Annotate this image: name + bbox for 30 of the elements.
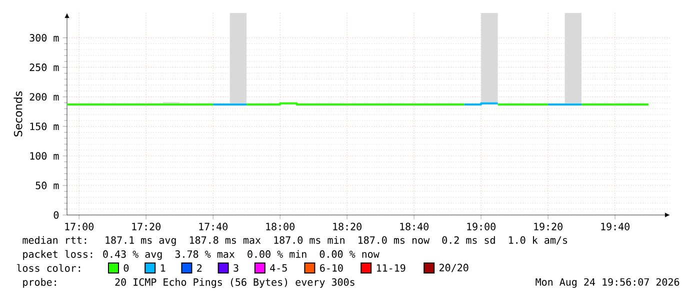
y-tick-label: 100 m xyxy=(30,152,59,160)
legend-label: 6-10 xyxy=(320,264,343,272)
x-tick-label: 18:20 xyxy=(333,222,362,230)
x-tick-label: 17:20 xyxy=(132,222,160,230)
legend-label: 11-19 xyxy=(377,264,406,272)
legend-label: 0 xyxy=(124,264,129,272)
legend-label: 4-5 xyxy=(270,264,287,272)
x-tick-label: 19:00 xyxy=(467,222,496,230)
text: probe: 20 ICMP Echo Pings (56 Bytes) every 300s xyxy=(23,278,354,288)
x-tick-label: 17:40 xyxy=(199,222,228,230)
legend-title: loss color: xyxy=(17,264,80,272)
x-tick-label: 17:00 xyxy=(65,222,94,230)
text: median rtt: 187.1 ms avg 187.8 ms max 187.0 ms min 187.0 ms now 0.2 ms sd 1.0 k am/s xyxy=(22,236,568,246)
y-tick-label: 50 m xyxy=(36,182,59,190)
y-tick-label: 0 xyxy=(54,211,59,219)
x-tick-label: 19:20 xyxy=(534,222,562,230)
y-tick-label: 300 m xyxy=(30,34,59,42)
legend-label: 20/20 xyxy=(440,264,468,272)
x-tick-label: 18:00 xyxy=(266,222,294,230)
legend-label: 1 xyxy=(161,264,166,272)
x-tick-label: 18:40 xyxy=(400,222,428,230)
legend-label: 2 xyxy=(197,264,202,272)
text: Mon Aug 24 19:56:07 2026 xyxy=(536,278,680,288)
x-tick-label: 19:40 xyxy=(601,222,630,230)
y-tick-label: 200 m xyxy=(30,93,59,101)
y-tick-label: 150 m xyxy=(30,122,59,130)
text: packet loss: 0.43 % avg 3.78 % max 0.00 % min 0.00 % now xyxy=(23,250,380,260)
y-axis-title: Seconds xyxy=(14,91,22,136)
legend-label: 3 xyxy=(234,264,238,272)
y-tick-label: 250 m xyxy=(30,64,59,72)
